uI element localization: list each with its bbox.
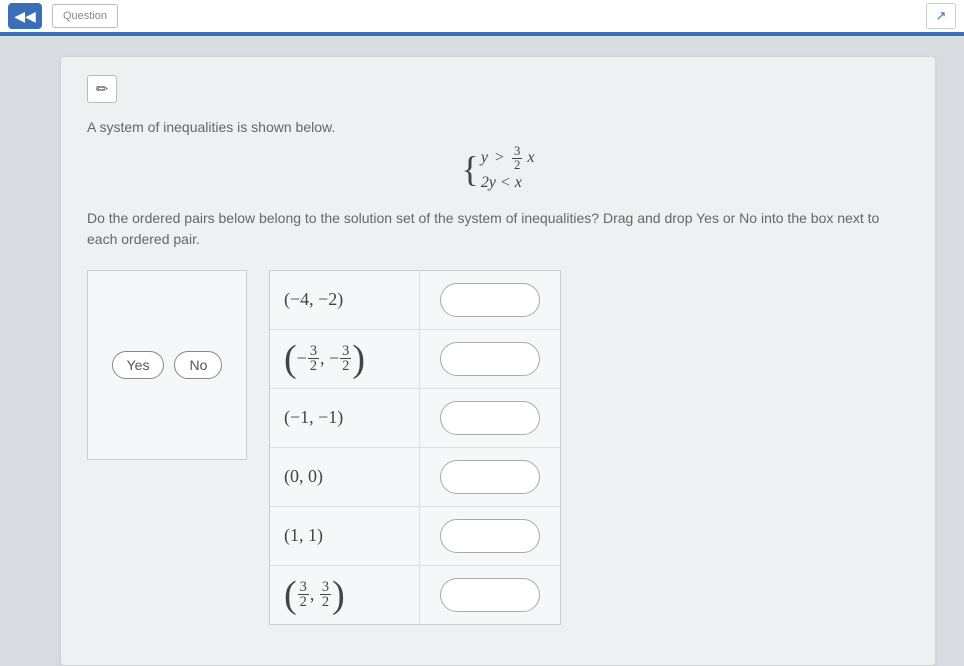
share-icon: ↗ xyxy=(936,8,947,24)
answer-drop-target[interactable] xyxy=(440,519,540,553)
drop-cell xyxy=(420,566,560,624)
pair-row: (32, 32) xyxy=(270,566,560,624)
rewind-button[interactable]: ◀◀ xyxy=(8,3,42,29)
ordered-pair-label: (0, 0) xyxy=(270,448,420,506)
drop-cell xyxy=(420,389,560,447)
system-line-1: y > 3 2 x xyxy=(481,145,535,172)
ordered-pair-label: (1, 1) xyxy=(270,507,420,565)
drop-cell xyxy=(420,507,560,565)
ordered-pair-label: (−4, −2) xyxy=(270,271,420,329)
drag-source-panel: Yes No xyxy=(87,270,247,460)
pair-row: (0, 0) xyxy=(270,448,560,507)
share-button[interactable]: ↗ xyxy=(926,3,956,29)
pair-row: (1, 1) xyxy=(270,507,560,566)
system-line-2: 2y < x xyxy=(481,172,522,194)
ordered-pair-label: (−32, −32) xyxy=(270,330,420,388)
pair-row: (−32, −32) xyxy=(270,330,560,389)
drop-cell xyxy=(420,271,560,329)
rewind-icon: ◀◀ xyxy=(14,8,36,25)
pair-row: (−4, −2) xyxy=(270,271,560,330)
answer-drop-target[interactable] xyxy=(440,401,540,435)
ordered-pairs-table: (−4, −2)(−32, −32)(−1, −1)(0, 0)(1, 1)(3… xyxy=(269,270,561,625)
ordered-pair-label: (32, 32) xyxy=(270,566,420,624)
pair-row: (−1, −1) xyxy=(270,389,560,448)
answer-drop-target[interactable] xyxy=(440,283,540,317)
question-tab-label: Question xyxy=(63,10,107,22)
ordered-pair-label: (−1, −1) xyxy=(270,389,420,447)
answer-drop-target[interactable] xyxy=(440,578,540,612)
draw-tool-button[interactable]: ✏ xyxy=(87,75,117,103)
prompt-text-1: A system of inequalities is shown below. xyxy=(87,119,909,135)
chip-yes[interactable]: Yes xyxy=(112,351,165,379)
drop-cell xyxy=(420,330,560,388)
drop-cell xyxy=(420,448,560,506)
prompt-text-2: Do the ordered pairs below belong to the… xyxy=(87,208,909,250)
top-toolbar: ◀◀ Question ↗ xyxy=(0,0,964,36)
pencil-icon: ✏ xyxy=(96,80,109,98)
question-card: ✏ A system of inequalities is shown belo… xyxy=(60,56,936,666)
chip-no[interactable]: No xyxy=(174,351,222,379)
answer-drop-target[interactable] xyxy=(440,460,540,494)
answer-drop-target[interactable] xyxy=(440,342,540,376)
inequality-system: { y > 3 2 x 2y < x xyxy=(87,145,909,194)
question-tab[interactable]: Question xyxy=(52,4,118,28)
